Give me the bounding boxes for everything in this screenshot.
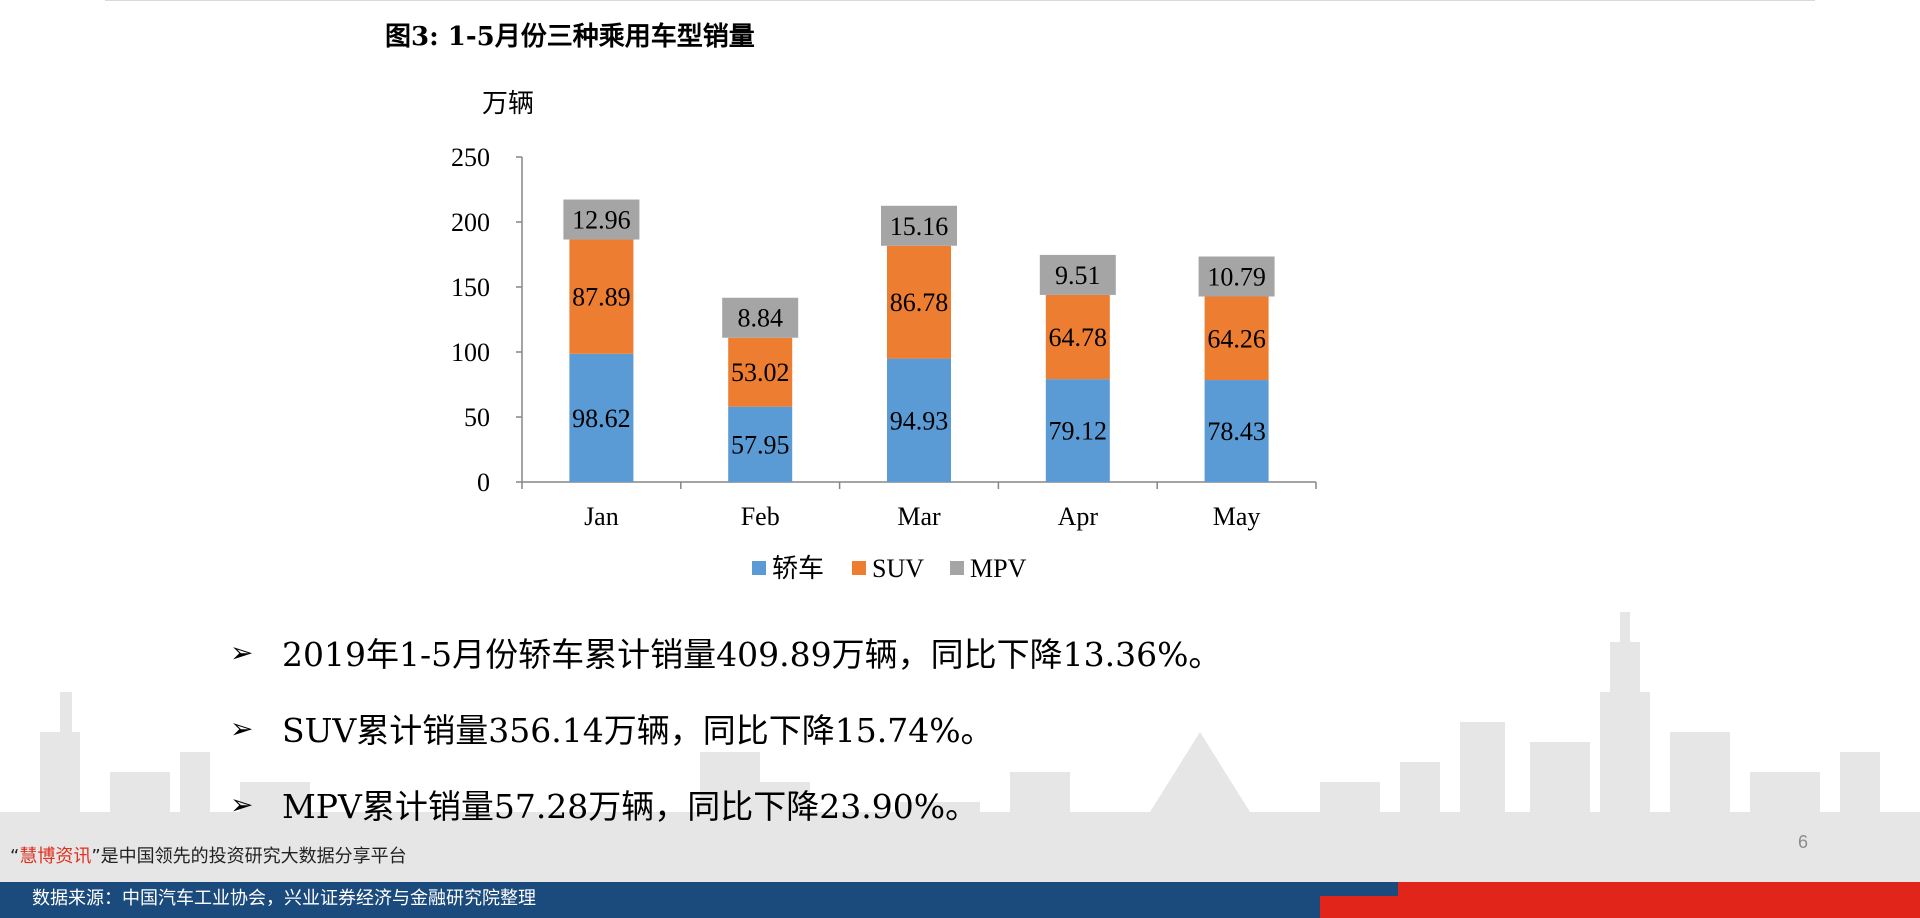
y-tick-label: 200: [451, 208, 490, 237]
bullet-item: ➢ 2019年1-5月份轿车累计销量409.89万辆，同比下降13.36%。: [230, 614, 1221, 690]
legend-label: SUV: [872, 554, 924, 583]
footer-red-tab: [1398, 882, 1920, 896]
data-label: 10.79: [1207, 263, 1266, 292]
bar-segment: [887, 358, 951, 482]
x-tick-label: Feb: [741, 502, 780, 531]
legend-swatch: [752, 561, 766, 575]
y-tick-label: 50: [464, 403, 490, 432]
bar-segment: [728, 337, 793, 407]
bar-segment: [1039, 254, 1116, 295]
y-tick-label: 100: [451, 338, 490, 367]
bar-segment: [1198, 256, 1275, 297]
unit-label: 万辆: [482, 89, 534, 118]
bullet-item: ➢ MPV累计销量57.28万辆，同比下降23.90%。: [230, 766, 1221, 842]
legend-label: MPV: [970, 554, 1027, 583]
data-label: 15.16: [890, 212, 949, 241]
bullet-text: MPV累计销量57.28万辆，同比下降23.90%。: [282, 787, 979, 826]
promo-open-quote: “: [10, 846, 20, 867]
bar-segment: [887, 245, 951, 359]
arrow-bullet-icon: ➢: [230, 711, 254, 745]
figure-title: 图3: 1-5月份三种乘用车型销量: [385, 22, 755, 52]
data-label: 53.02: [731, 358, 790, 387]
city-skyline-background: [0, 612, 1920, 882]
bar-segment: [1045, 379, 1110, 482]
bar-segment: [569, 353, 634, 482]
data-label: 57.95: [731, 430, 790, 459]
bar-segment: [1204, 296, 1269, 381]
x-tick-label: Apr: [1058, 502, 1099, 531]
bar-segment: [728, 406, 793, 482]
promo-close-quote: ”: [91, 846, 101, 867]
y-tick-label: 250: [451, 143, 490, 172]
bar-segment: [1045, 294, 1110, 380]
stacked-bar-chart: 万辆 0 50 100 150 200 250 Jan Feb Mar Apr May 98.62…: [451, 89, 1317, 583]
bar-segment: [722, 297, 799, 338]
arrow-bullet-icon: ➢: [230, 635, 254, 669]
data-label: 64.78: [1049, 323, 1108, 352]
data-label: 12.96: [572, 206, 631, 235]
data-label: 78.43: [1207, 417, 1266, 446]
bar-segment: [569, 239, 634, 354]
promo-text: 是中国领先的投资研究大数据分享平台: [100, 846, 407, 867]
data-label: 98.62: [572, 404, 631, 433]
promo-banner: “慧博资讯”是中国领先的投资研究大数据分享平台: [10, 842, 407, 868]
x-tick-label: Mar: [897, 502, 941, 531]
page-number: 6: [1797, 832, 1808, 852]
footer-red-band: [1320, 896, 1920, 918]
legend-swatch: [950, 561, 964, 575]
y-tick-label: 0: [477, 468, 490, 497]
bar-segment: [881, 205, 957, 246]
data-label: 8.84: [737, 304, 783, 333]
bullet-list: ➢ 2019年1-5月份轿车累计销量409.89万辆，同比下降13.36%。 ➢…: [230, 614, 1221, 842]
legend-swatch: [852, 561, 866, 575]
data-label: 9.51: [1055, 261, 1101, 290]
y-tick-label: 150: [451, 273, 490, 302]
x-tick-label: May: [1213, 502, 1261, 531]
bar-segment: [1204, 380, 1269, 482]
source-note: 数据来源：中国汽车工业协会，兴业证券经济与金融研究院整理: [32, 888, 536, 909]
legend-label: 轿车: [772, 554, 824, 583]
bar-segment: [563, 199, 640, 240]
data-label: 64.26: [1207, 324, 1266, 353]
data-label: 86.78: [890, 288, 949, 317]
x-tick-label: Jan: [584, 502, 619, 531]
bullet-text: 2019年1-5月份轿车累计销量409.89万辆，同比下降13.36%。: [282, 635, 1222, 674]
promo-brand[interactable]: 慧博资讯: [19, 846, 92, 867]
data-label: 79.12: [1049, 417, 1108, 446]
bullet-text: SUV累计销量356.14万辆，同比下降15.74%。: [282, 711, 994, 750]
bullet-item: ➢ SUV累计销量356.14万辆，同比下降15.74%。: [230, 690, 1221, 766]
data-label: 87.89: [572, 283, 631, 312]
top-rule: [105, 0, 1815, 1]
data-label: 94.93: [890, 406, 949, 435]
arrow-bullet-icon: ➢: [230, 787, 254, 821]
